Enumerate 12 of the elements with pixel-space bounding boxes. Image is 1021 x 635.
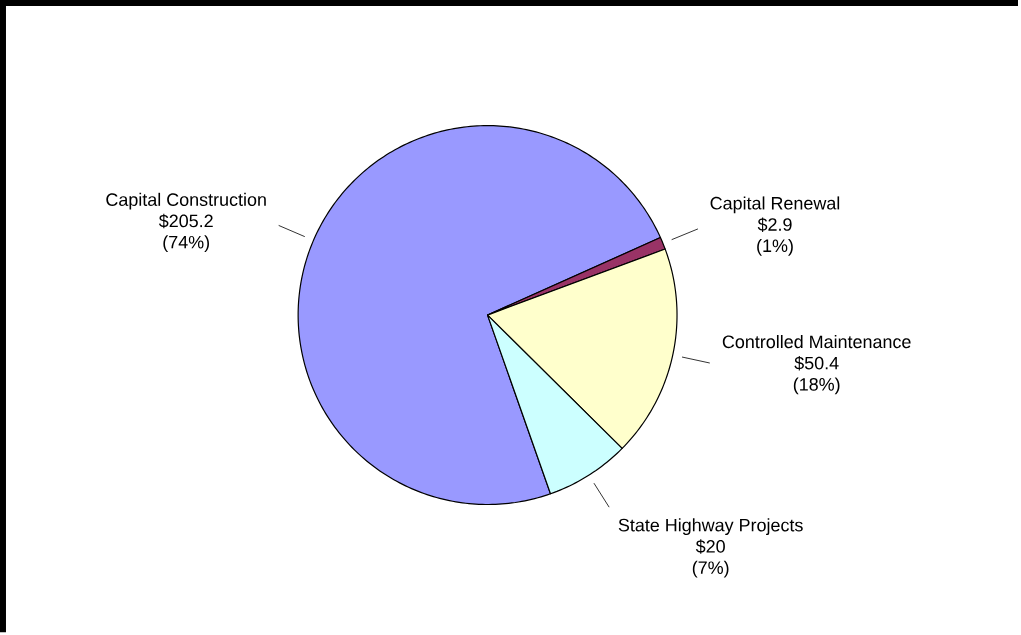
slice-label: State Highway Projects [618,518,803,535]
slice-label: Capital Renewal [710,196,840,214]
slice-label: Capital Construction [106,192,266,210]
data-label: $205.2 [158,213,213,229]
text: (74%) [163,235,209,252]
text: (1%) [757,238,793,256]
data-label: $2.9 [757,217,792,232]
text: (7%) [692,560,729,578]
data-label: $20 [695,539,725,554]
text: (18%) [793,377,840,395]
slice-label: Controlled Maintenance [722,334,911,349]
data-label: $50.4 [794,355,839,371]
